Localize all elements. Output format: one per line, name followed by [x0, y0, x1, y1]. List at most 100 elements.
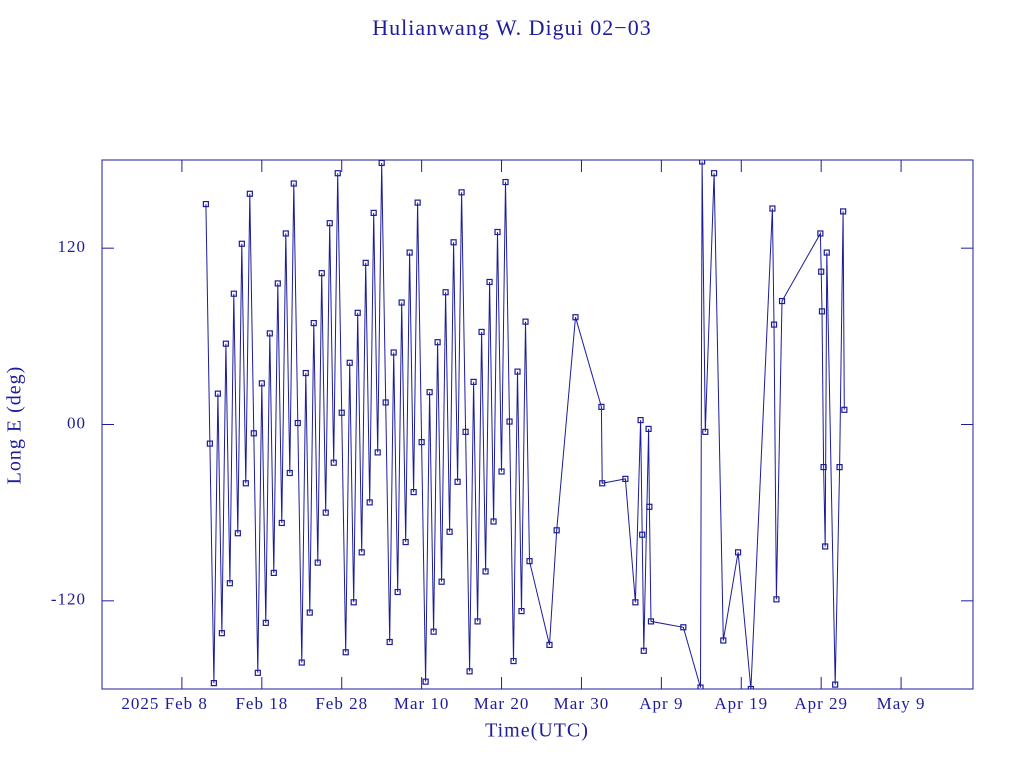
data-point — [342, 649, 349, 656]
data-point — [422, 678, 429, 685]
y-tick-label: 120 — [58, 237, 87, 256]
data-point — [572, 314, 579, 321]
data-point — [266, 330, 273, 337]
data-point — [210, 680, 217, 687]
data-point — [462, 428, 469, 435]
data-point — [697, 684, 704, 689]
data-point — [270, 569, 277, 577]
data-point — [647, 618, 655, 625]
data-point — [314, 559, 321, 566]
data-point — [282, 230, 289, 237]
data-point — [338, 409, 345, 416]
data-point — [318, 270, 325, 277]
x-tick-label: Feb 18 — [235, 694, 288, 713]
data-point — [214, 390, 221, 397]
data-point — [734, 549, 742, 556]
data-point — [482, 568, 489, 575]
y-axis-label: Long E (deg) — [4, 366, 26, 485]
data-point — [823, 249, 830, 256]
data-point — [514, 368, 521, 375]
x-tick-label: Mar 10 — [394, 694, 450, 713]
data-point — [402, 538, 409, 546]
data-point — [598, 403, 605, 410]
data-point — [632, 599, 639, 606]
data-point — [430, 628, 437, 635]
data-point — [306, 609, 313, 616]
data-point — [378, 160, 385, 167]
data-point — [230, 290, 237, 297]
data-point — [832, 681, 839, 688]
data-point — [502, 178, 509, 186]
data-point — [773, 596, 780, 603]
data-point — [450, 239, 457, 246]
data-point — [394, 588, 401, 596]
data-point — [778, 297, 786, 305]
data-point — [234, 530, 241, 537]
x-tick-label: Mar 30 — [554, 694, 610, 713]
data-point — [599, 480, 606, 487]
data-point — [226, 580, 233, 587]
x-tick-label: Apr 9 — [639, 694, 683, 713]
data-point — [362, 259, 369, 266]
data-point — [822, 543, 829, 550]
x-tick-label: May 9 — [877, 694, 926, 713]
data-point — [490, 518, 497, 525]
data-point — [478, 328, 485, 336]
data-point — [494, 228, 501, 236]
data-point — [710, 170, 718, 177]
data-point — [466, 668, 473, 675]
plot-area — [202, 160, 848, 689]
data-point — [298, 659, 305, 666]
data-point — [680, 624, 687, 631]
data-point — [546, 641, 553, 649]
data-point — [646, 503, 653, 510]
data-point — [486, 278, 493, 286]
data-point — [206, 440, 213, 447]
data-point — [836, 464, 843, 471]
data-point — [446, 528, 453, 535]
data-point — [278, 519, 285, 527]
data-point — [238, 240, 245, 247]
data-point — [330, 459, 337, 466]
data-point — [410, 488, 417, 496]
data-point — [438, 578, 445, 585]
data-point — [370, 209, 377, 216]
data-point — [506, 418, 513, 425]
data-point — [637, 416, 644, 424]
x-tick-label: Feb 28 — [315, 694, 368, 713]
data-point — [418, 439, 425, 446]
data-point — [406, 249, 413, 256]
data-point — [414, 199, 421, 206]
data-point — [442, 289, 449, 296]
data-point — [334, 170, 341, 177]
data-point — [426, 389, 433, 396]
data-point — [398, 299, 405, 306]
data-point — [254, 669, 261, 676]
data-point — [350, 599, 357, 606]
y-tick-label: 00 — [67, 413, 86, 432]
data-point — [640, 647, 647, 654]
data-point — [818, 268, 825, 275]
data-point — [518, 608, 525, 615]
data-point — [498, 468, 505, 475]
data-point — [222, 340, 229, 347]
data-point — [818, 308, 826, 315]
x-tick-label: Apr 19 — [714, 694, 768, 713]
data-point — [817, 230, 824, 237]
data-point — [262, 619, 269, 626]
data-point — [302, 369, 309, 377]
data-point — [242, 480, 249, 487]
data-point — [386, 638, 393, 646]
data-point — [622, 475, 629, 482]
data-point — [366, 499, 373, 506]
data-point — [390, 349, 397, 356]
data-point — [354, 309, 361, 316]
data-point — [286, 469, 293, 477]
data-point — [202, 200, 209, 208]
y-tick-label: -120 — [51, 590, 86, 609]
data-point — [310, 320, 317, 327]
data-point — [434, 339, 441, 346]
x-tick-label: 2025 Feb 8 — [121, 694, 208, 713]
data-point — [274, 280, 281, 287]
